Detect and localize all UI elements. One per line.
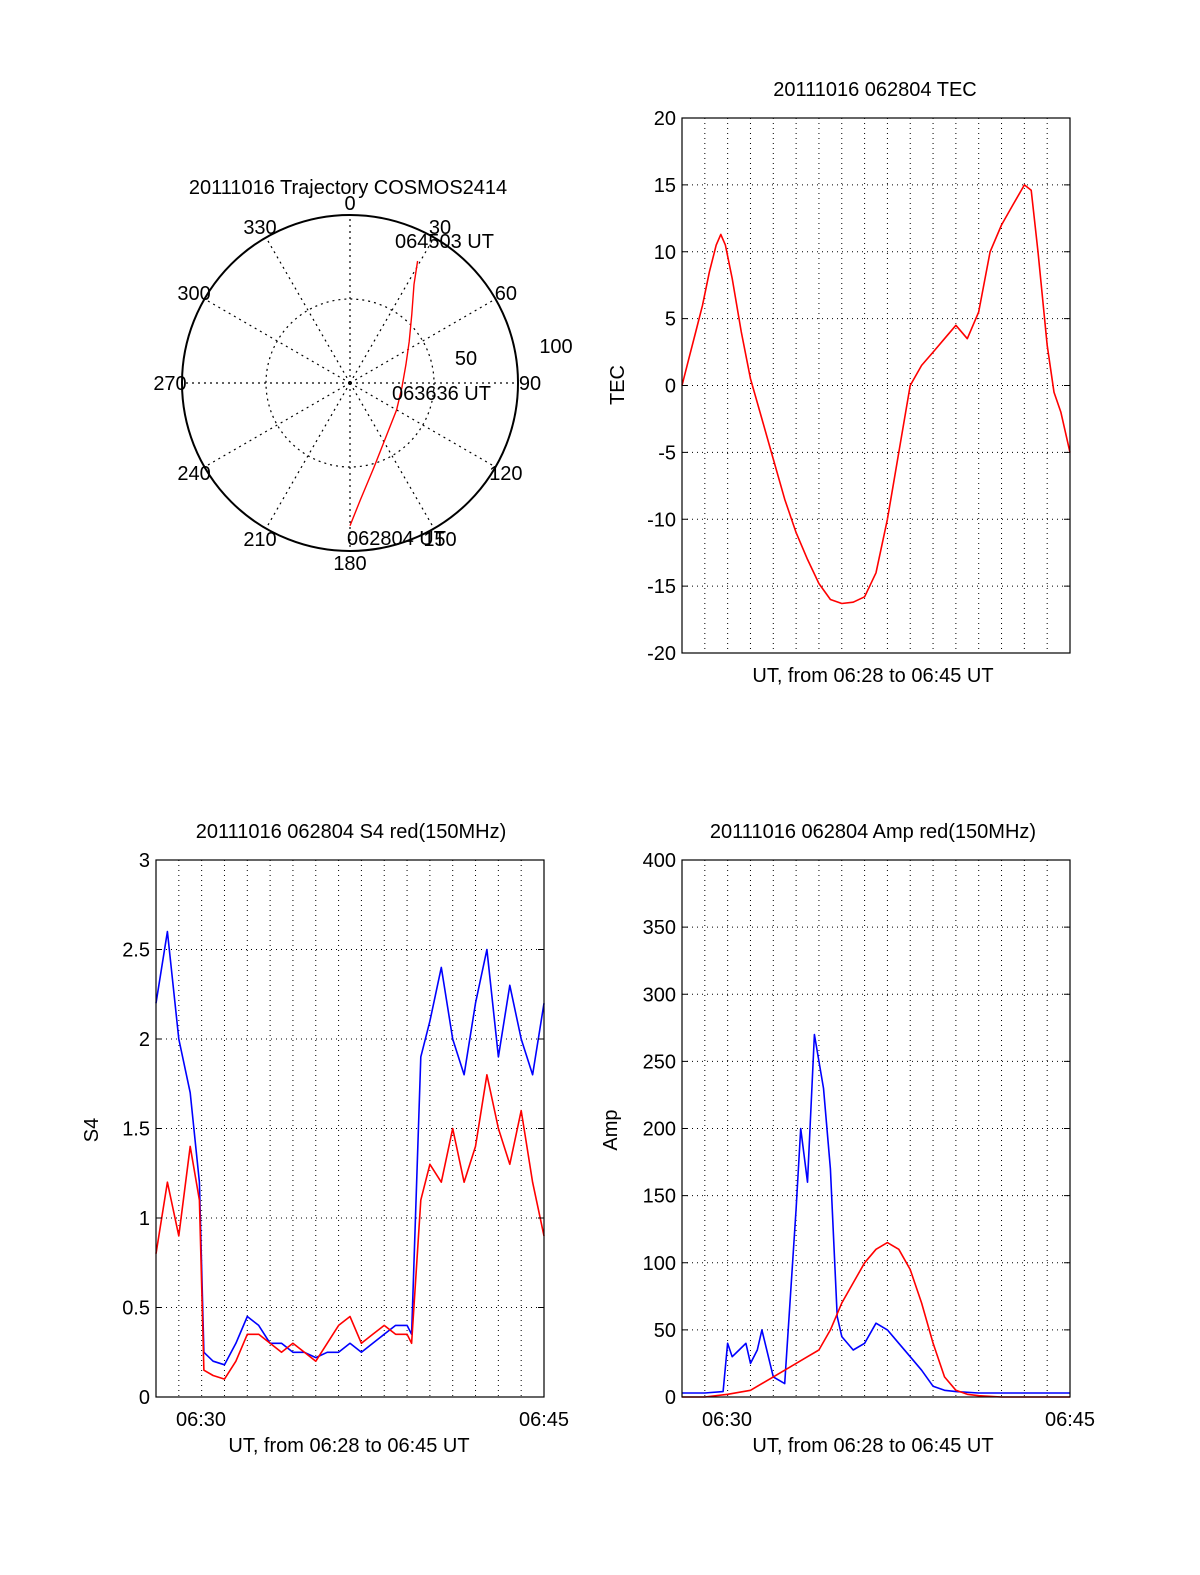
amp-title: 20111016 062804 Amp red(150MHz)	[710, 821, 1036, 843]
tec-panel: 20111016 062804 TEC -20-15-10-505101520 …	[607, 79, 1071, 687]
tec-y-tick-label: 15	[654, 175, 676, 197]
amp-y-tick-label: 350	[643, 917, 676, 939]
polar-grid	[182, 215, 518, 551]
polar-angle-label: 210	[243, 529, 276, 551]
s4-y-tick-label: 2.5	[122, 940, 150, 962]
s4-y-tick-label: 2	[139, 1029, 150, 1051]
amp-x-axis-label: UT, from 06:28 to 06:45 UT	[752, 1435, 993, 1457]
tec-y-tick-label: 20	[654, 108, 676, 130]
amp-y-tick-label: 300	[643, 984, 676, 1006]
tec-y-tick-label: -5	[658, 442, 676, 464]
tec-series	[681, 184, 1071, 605]
tec-x-axis-label: UT, from 06:28 to 06:45 UT	[752, 665, 993, 687]
s4-y-tick-label: 1.5	[122, 1119, 150, 1141]
polar-grid-spoke	[349, 237, 435, 384]
polar-angle-label: 240	[177, 463, 210, 485]
polar-trajectory-panel: 20111016 Trajectory COSMOS2414 0 30 60 90 12…	[153, 177, 572, 575]
amp-series	[682, 1033, 1070, 1398]
s4-y-ticks: 0 0.5 1 1.5 2 2.5 3	[122, 850, 544, 1409]
polar-radius-label-50: 50	[455, 348, 477, 370]
polar-outer-circle	[181, 214, 519, 552]
polar-grid-spoke	[349, 382, 496, 468]
amp-x-tick-0645: 06:45	[1045, 1409, 1095, 1431]
tec-y-tick-label: 10	[654, 242, 676, 264]
amp-y-tick-label: 400	[643, 850, 676, 872]
amp-plot-frame	[681, 859, 1071, 1398]
s4-series-line-1	[155, 1074, 545, 1380]
polar-angle-label: 30	[429, 217, 451, 239]
tec-title: 20111016 062804 TEC	[773, 79, 977, 101]
trajectory-mid-time-label: 063636 UT	[392, 383, 491, 405]
amp-y-tick-label: 200	[643, 1119, 676, 1141]
polar-grid-spoke	[349, 382, 435, 529]
polar-radius-label-100: 100	[539, 336, 572, 358]
tec-y-axis-label: TEC	[607, 365, 629, 405]
tec-y-tick-label: -15	[647, 576, 676, 598]
tec-grid	[682, 118, 1070, 653]
polar-angle-label: 120	[489, 463, 522, 485]
tec-y-tick-label: -10	[647, 509, 676, 531]
polar-angle-label: 330	[243, 217, 276, 239]
trajectory-start-time-label: 062804 UT	[347, 528, 446, 550]
polar-grid-spoke	[349, 298, 496, 384]
amp-grid	[682, 860, 1070, 1397]
amp-y-tick-label: 100	[643, 1253, 676, 1275]
polar-grid-spoke	[204, 382, 351, 468]
s4-x-tick-0645: 06:45	[519, 1409, 569, 1431]
polar-angle-label: 90	[519, 373, 541, 395]
polar-angle-label: 180	[333, 553, 366, 575]
s4-title: 20111016 062804 S4 red(150MHz)	[196, 821, 507, 843]
amp-series-line-0	[682, 1033, 1070, 1394]
s4-x-tick-0630: 06:30	[176, 1409, 226, 1431]
s4-series	[155, 930, 545, 1380]
s4-y-tick-label: 0	[139, 1387, 150, 1409]
polar-grid-spoke	[204, 298, 351, 384]
s4-y-tick-label: 1	[139, 1208, 150, 1230]
s4-y-axis-label: S4	[81, 1118, 103, 1142]
s4-x-axis-label: UT, from 06:28 to 06:45 UT	[228, 1435, 469, 1457]
tec-y-tick-label: 5	[665, 309, 676, 331]
s4-y-tick-label: 3	[139, 850, 150, 872]
polar-grid-spoke	[265, 382, 351, 529]
polar-title: 20111016 Trajectory COSMOS2414	[189, 177, 507, 199]
polar-angle-label: 150	[423, 529, 456, 551]
amp-y-ticks: 0 50 100 150 200 250 300 350 400	[643, 850, 1070, 1409]
amp-y-axis-label: Amp	[600, 1109, 622, 1150]
tec-y-tick-label: 0	[665, 376, 676, 398]
amp-y-tick-label: 150	[643, 1186, 676, 1208]
s4-y-tick-label: 0.5	[122, 1298, 150, 1320]
amp-y-tick-label: 0	[665, 1387, 676, 1409]
amp-y-tick-label: 250	[643, 1051, 676, 1073]
s4-panel: 20111016 062804 S4 red(150MHz) 0 0.5 1 1.5 2…	[81, 821, 569, 1457]
tec-y-ticks: -20 -15 -10 -5 0 5 10 15 20	[647, 108, 1070, 665]
polar-angle-label: 300	[177, 283, 210, 305]
tec-series-line-0	[681, 184, 1071, 605]
polar-angle-label: 0	[344, 193, 355, 215]
polar-angle-label: 60	[495, 283, 517, 305]
amp-panel: 20111016 062804 Amp red(150MHz) 0 50 100 15…	[600, 821, 1095, 1457]
amp-y-tick-label: 50	[654, 1320, 676, 1342]
trajectory-line	[349, 260, 419, 527]
polar-angle-labels: 0 30 60 90 120 150 180 210 240 270 300 330	[153, 193, 541, 575]
amp-x-tick-0630: 06:30	[702, 1409, 752, 1431]
s4-series-line-0	[155, 930, 545, 1366]
polar-angle-label: 270	[153, 373, 186, 395]
tec-y-tick-label: -20	[647, 643, 676, 665]
polar-series	[349, 260, 419, 527]
amp-series-line-1	[682, 1241, 1070, 1398]
trajectory-end-time-label: 064503 UT	[395, 231, 494, 253]
polar-grid-spoke	[265, 237, 351, 384]
